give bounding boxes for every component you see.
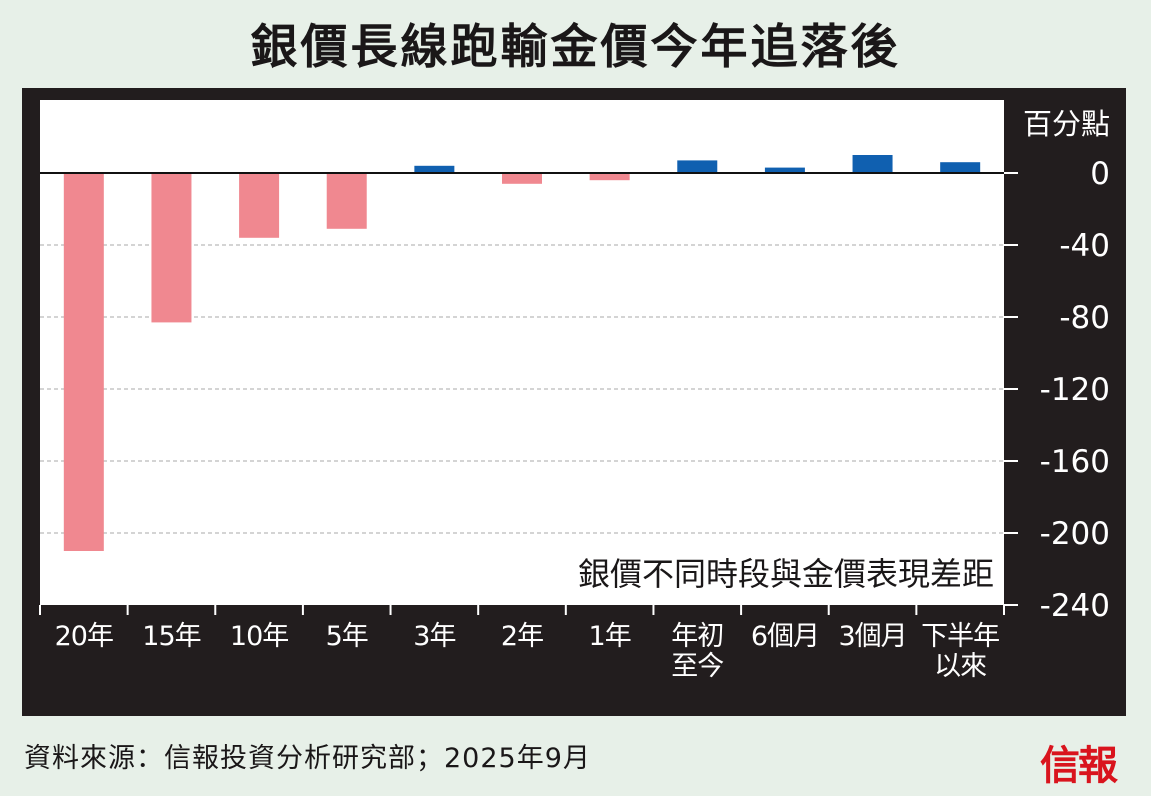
x-tick-label: 10年 [230, 621, 288, 652]
y-tick-label: -240 [1040, 588, 1110, 624]
x-tick-label: 1年 [589, 621, 631, 652]
y-tick-label: -120 [1040, 372, 1110, 408]
y-axis-label: 百分點 [1023, 107, 1110, 141]
y-tick-label: -80 [1059, 300, 1110, 336]
y-tick-label: -160 [1040, 444, 1110, 480]
y-tick-label: -40 [1059, 228, 1110, 264]
x-tick-label: 3個月 [838, 621, 906, 652]
plot-area [40, 100, 1004, 605]
x-tick-label: 15年 [142, 621, 200, 652]
bar-chart: 20年 15年 10年 5年 3年 2年 1年 年初至今 6個月 3個月 下半年以來 0 -40 -80 -… [39, 100, 1110, 682]
x-tick-label: 年初至今 [671, 621, 724, 682]
x-tick-label: 6個月 [751, 621, 819, 652]
y-tick-label: -200 [1040, 516, 1110, 552]
chart-panel: 20年 15年 10年 5年 3年 2年 1年 年初至今 6個月 3個月 下半年以來 0 -40 -80 -… [22, 88, 1126, 716]
chart-annotation: 銀價不同時段與金價表現差距 [578, 555, 994, 593]
bar-8 [677, 160, 718, 173]
bar-11 [940, 162, 981, 173]
source-note: 資料來源：信報投資分析研究部；2025年9月 [24, 743, 591, 774]
bar-10 [852, 155, 893, 173]
publisher-logo: 信報 [1040, 742, 1118, 789]
x-tick-label: 20年 [55, 621, 113, 652]
bar-1 [63, 173, 104, 551]
x-tick-label: 3年 [413, 621, 455, 652]
bar-3 [239, 173, 280, 238]
x-tick-label: 2年 [501, 621, 543, 652]
bar-2 [151, 173, 192, 323]
bar-4 [326, 173, 367, 229]
x-tick-label: 5年 [326, 621, 368, 652]
bar-6 [502, 173, 542, 184]
bar-9 [764, 167, 805, 173]
x-tick-label: 下半年以來 [921, 621, 999, 682]
bar-5 [414, 165, 455, 173]
chart-title: 銀價長線跑輸金價今年追落後 [250, 20, 901, 75]
bar-7 [589, 173, 630, 181]
y-tick-label: 0 [1090, 156, 1110, 192]
